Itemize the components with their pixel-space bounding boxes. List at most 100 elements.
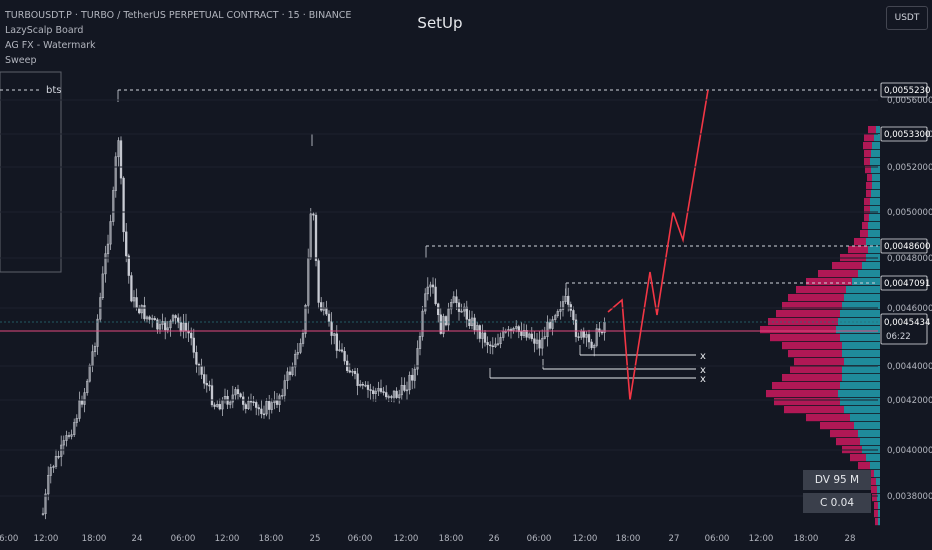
candle-body <box>408 374 411 391</box>
candle-body <box>296 352 299 355</box>
candle-body <box>351 370 354 373</box>
candle-body <box>468 319 471 327</box>
profile-bar-teal <box>866 454 880 462</box>
currency-button[interactable]: USDT <box>886 6 928 30</box>
candle-body <box>317 260 320 303</box>
candle-body <box>101 273 104 298</box>
profile-bar-pink <box>871 486 877 494</box>
candle-body <box>494 343 497 347</box>
candle-body <box>52 466 55 468</box>
profile-bar-pink <box>866 182 872 190</box>
profile-bar-teal <box>878 518 880 526</box>
time-tick: 27 <box>669 534 680 544</box>
price-label-box <box>880 126 928 142</box>
profile-bar-teal <box>878 510 880 518</box>
symbol-header[interactable]: TURBOUSDT.P · TURBO / TetherUS PERPETUAL… <box>5 10 352 21</box>
candle-body <box>447 308 450 326</box>
candle-body <box>65 435 68 441</box>
candle-body <box>405 389 409 392</box>
candle-body <box>161 321 164 325</box>
candle-body <box>379 388 383 392</box>
sweep-x: x <box>700 374 706 385</box>
profile-bar-pink <box>794 358 844 366</box>
candle-body <box>62 440 65 446</box>
candle-body <box>179 322 182 332</box>
candle-body <box>122 177 125 233</box>
candle-body <box>535 339 539 344</box>
candle-body <box>67 435 71 437</box>
candle-body <box>489 344 492 347</box>
profile-bar-pink <box>830 430 858 438</box>
candle-body <box>400 384 403 396</box>
indicator-watermark[interactable]: AG FX - Watermark <box>5 40 96 51</box>
profile-bar-teal <box>874 134 880 142</box>
candle-body <box>411 374 414 381</box>
profile-bar-pink <box>864 198 870 206</box>
candle-body <box>153 318 156 320</box>
time-tick: 06:00 <box>348 534 373 544</box>
candle-body <box>171 315 175 322</box>
profile-bar-teal <box>874 470 880 478</box>
candle-body <box>270 402 273 410</box>
candle-body <box>463 306 466 312</box>
candle-body <box>455 296 458 304</box>
candle-body <box>218 404 221 410</box>
profile-bar-teal <box>872 142 880 150</box>
candle-body <box>213 404 216 407</box>
candle-body <box>465 306 468 320</box>
dv-box: DV 95 M <box>803 470 871 490</box>
profile-bar-pink <box>790 366 842 374</box>
profile-bar-pink <box>820 422 854 430</box>
bts-label: bts <box>46 85 61 96</box>
indicator-lazyscalp[interactable]: LazyScalp Board <box>5 25 84 36</box>
indicator-sweep[interactable]: Sweep <box>5 55 37 66</box>
candle-body <box>327 313 331 322</box>
profile-bar-pink <box>865 166 871 174</box>
candle-body <box>483 332 487 343</box>
time-tick: 12:00 <box>749 534 774 544</box>
candle-body <box>140 305 143 314</box>
candle-body <box>83 392 86 405</box>
profile-bar-teal <box>876 126 880 134</box>
profile-bar-teal <box>862 262 880 270</box>
profile-bar-teal <box>842 342 880 350</box>
price-tick: 0,0040000 <box>887 446 932 456</box>
candle-body <box>231 394 234 403</box>
candle-body <box>426 286 429 295</box>
candle-body <box>543 336 546 339</box>
candle-body <box>44 493 47 514</box>
candle-body <box>522 330 526 336</box>
candle-body <box>75 418 78 423</box>
profile-bar-pink <box>874 502 878 510</box>
candle-body <box>70 434 73 437</box>
candle-body <box>548 321 552 329</box>
candle-body <box>460 310 463 313</box>
candle-body <box>491 345 494 347</box>
candle-body <box>538 339 541 349</box>
candle-body <box>158 324 162 330</box>
candle-body <box>452 296 455 303</box>
candle-body <box>54 456 58 467</box>
candle-body <box>356 373 359 386</box>
profile-bar-teal <box>836 326 880 334</box>
profile-bar-teal <box>872 182 880 190</box>
profile-bar-teal <box>840 382 880 390</box>
candle-body <box>294 353 297 368</box>
candle-body <box>80 400 84 405</box>
current-price-label: 0,0045434 <box>884 318 930 328</box>
time-tick: 06:00 <box>171 534 196 544</box>
candle-body <box>600 331 604 334</box>
candle-body <box>190 332 193 339</box>
candle-body <box>598 328 601 333</box>
profile-bar-pink <box>766 390 838 398</box>
projection-path <box>607 89 709 401</box>
countdown-label: 06:22 <box>886 332 911 342</box>
candle-body <box>372 390 375 394</box>
candle-body <box>78 400 81 419</box>
c-box: C 0.04 <box>803 493 871 513</box>
profile-bar-teal <box>870 206 880 214</box>
price-tick: 0,0052000 <box>887 163 932 173</box>
profile-bar-teal <box>844 406 880 414</box>
candle-body <box>132 297 136 302</box>
